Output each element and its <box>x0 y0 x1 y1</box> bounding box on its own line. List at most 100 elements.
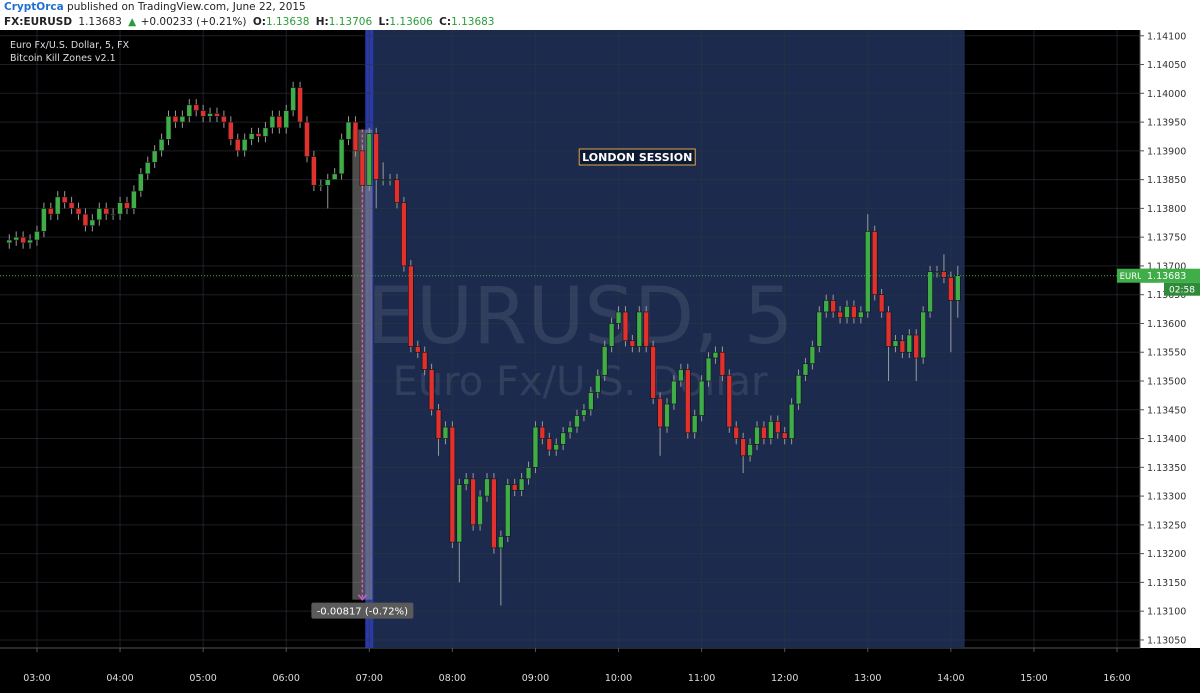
candle-body <box>75 208 82 215</box>
candle-body <box>380 179 386 181</box>
candle-body <box>484 478 490 497</box>
time-axis <box>0 648 1200 693</box>
candle-body <box>269 116 276 129</box>
header: CryptOrca published on TradingView.com, … <box>0 0 1200 30</box>
candle-body <box>768 420 774 439</box>
x-tick-label: 13:00 <box>854 673 881 684</box>
candle-body <box>103 208 109 215</box>
publish-row: CryptOrca published on TradingView.com, … <box>4 1 309 13</box>
candle-body <box>158 139 165 152</box>
candle-body <box>408 265 414 347</box>
candle-body <box>678 369 684 382</box>
y-tick-label: 1.13450 <box>1147 405 1186 416</box>
l-label: L: <box>378 16 390 28</box>
candle-body <box>650 346 656 399</box>
y-tick-label: 1.14000 <box>1147 89 1186 100</box>
y-tick-label: 1.14100 <box>1147 31 1186 42</box>
o-label: O: <box>252 16 266 28</box>
published: published on TradingView.com, June 22, 2… <box>67 1 306 13</box>
candle-body <box>297 87 303 123</box>
candle-body <box>144 162 151 175</box>
legend-entry: Bitcoin Kill Zones v2.1 <box>10 53 116 64</box>
measure-label-box <box>311 602 414 619</box>
x-tick-label: 09:00 <box>522 673 549 684</box>
candle-body <box>241 139 248 152</box>
candle-body <box>691 415 698 434</box>
arrow: ▲ <box>128 16 137 28</box>
x-tick-label: 15:00 <box>1020 673 1047 684</box>
candle-body <box>352 121 359 152</box>
candle-body <box>262 127 269 137</box>
candle-body <box>594 374 601 393</box>
y-tick-label: 1.13300 <box>1147 492 1186 503</box>
candle-body <box>193 104 200 111</box>
candle-body <box>331 173 338 180</box>
candle-body <box>124 202 130 209</box>
y-tick-label: 1.13550 <box>1147 348 1186 359</box>
measure-label: -0.00817 (-0.72%) <box>317 607 408 618</box>
candle-body <box>165 116 172 140</box>
candle-body <box>657 397 663 428</box>
symbol: FX:EURUSD <box>4 16 73 28</box>
candle-body <box>324 179 331 186</box>
candle-body <box>366 133 373 186</box>
candle-body <box>532 426 539 468</box>
candle-body <box>830 300 836 313</box>
candle-body <box>816 311 823 347</box>
candle-body <box>906 334 913 353</box>
y-tick-label: 1.13500 <box>1147 377 1186 388</box>
y-tick-label: 1.13050 <box>1147 635 1186 646</box>
candle-body <box>684 369 691 434</box>
candle-body <box>539 426 546 439</box>
candle-body <box>179 116 186 123</box>
change: +0.00233 (+0.21%) <box>140 16 247 28</box>
candle-body <box>622 311 629 342</box>
publisher[interactable]: CryptOrca <box>4 1 64 13</box>
candle-body <box>927 271 933 313</box>
candle-body <box>864 231 871 313</box>
c-label: C: <box>439 16 452 28</box>
candle-body <box>761 426 767 439</box>
candle-body <box>442 426 449 439</box>
x-tick-label: 07:00 <box>356 673 383 684</box>
candle-body <box>954 275 961 301</box>
y-tick-label: 1.13850 <box>1147 175 1186 186</box>
price-tag-box <box>1141 268 1200 283</box>
candle-body <box>41 208 47 232</box>
y-tick-label: 1.14050 <box>1147 60 1186 71</box>
candle-body <box>345 121 352 140</box>
candle-body <box>802 363 809 376</box>
candle-body <box>671 380 677 405</box>
session-label-box <box>578 148 696 166</box>
candle-body <box>283 110 290 129</box>
candle-body <box>574 415 580 428</box>
candle-body <box>837 311 843 319</box>
candle-body <box>885 311 892 347</box>
candle-body <box>131 190 137 209</box>
countdown-box <box>1164 282 1200 296</box>
candle-body <box>643 311 650 347</box>
quote-row: FX:EURUSD 1.13683 ▲ +0.00233 (+0.21%) O:… <box>4 16 497 28</box>
y-tick-label: 1.13100 <box>1147 607 1186 618</box>
session-label-text: LONDON SESSION <box>582 151 692 164</box>
candle-body <box>581 409 587 416</box>
candle-body <box>892 340 899 347</box>
candle-body <box>525 467 532 480</box>
x-tick-label: 08:00 <box>439 673 466 684</box>
candle-body <box>712 351 719 359</box>
candle-body <box>318 185 324 187</box>
watermark-sub: Euro Fx/U.S. Dollar <box>393 359 768 405</box>
candle-body <box>629 340 636 347</box>
candle-body <box>740 438 746 457</box>
candle-body <box>899 340 906 353</box>
candle-body <box>234 139 241 152</box>
l-value: 1.13606 <box>389 16 433 28</box>
candle-body <box>511 484 518 491</box>
y-tick-label: 1.13400 <box>1147 434 1186 445</box>
candle-body <box>311 156 317 186</box>
candle-body <box>228 121 234 140</box>
candle-body <box>387 179 393 181</box>
candle-body <box>117 202 123 215</box>
candle-body <box>221 116 227 123</box>
